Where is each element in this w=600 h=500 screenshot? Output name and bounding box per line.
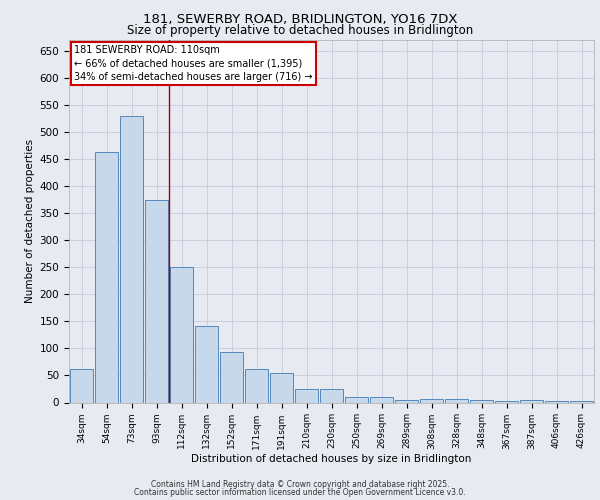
Bar [570,401,593,402]
Bar [520,400,543,402]
Text: 181, SEWERBY ROAD, BRIDLINGTON, YO16 7DX: 181, SEWERBY ROAD, BRIDLINGTON, YO16 7DX [143,12,457,26]
Text: Contains HM Land Registry data © Crown copyright and database right 2025.: Contains HM Land Registry data © Crown c… [151,480,449,489]
Bar [220,352,243,403]
Bar [445,398,468,402]
Bar [370,397,393,402]
Bar [195,326,218,402]
Bar [395,400,418,402]
Bar [145,200,168,402]
Bar [120,116,143,403]
Bar [345,397,368,402]
Bar [495,401,518,402]
Bar [420,398,443,402]
Bar [545,401,568,402]
Bar [470,400,493,402]
Bar [245,369,268,402]
Text: Size of property relative to detached houses in Bridlington: Size of property relative to detached ho… [127,24,473,37]
Text: Contains public sector information licensed under the Open Government Licence v3: Contains public sector information licen… [134,488,466,497]
Bar [70,369,93,402]
Bar [295,389,318,402]
Bar [170,267,193,402]
Text: 181 SEWERBY ROAD: 110sqm
← 66% of detached houses are smaller (1,395)
34% of sem: 181 SEWERBY ROAD: 110sqm ← 66% of detach… [74,46,313,82]
Y-axis label: Number of detached properties: Number of detached properties [25,139,35,304]
Bar [95,152,118,403]
Bar [320,389,343,402]
Bar [270,372,293,402]
X-axis label: Distribution of detached houses by size in Bridlington: Distribution of detached houses by size … [191,454,472,464]
